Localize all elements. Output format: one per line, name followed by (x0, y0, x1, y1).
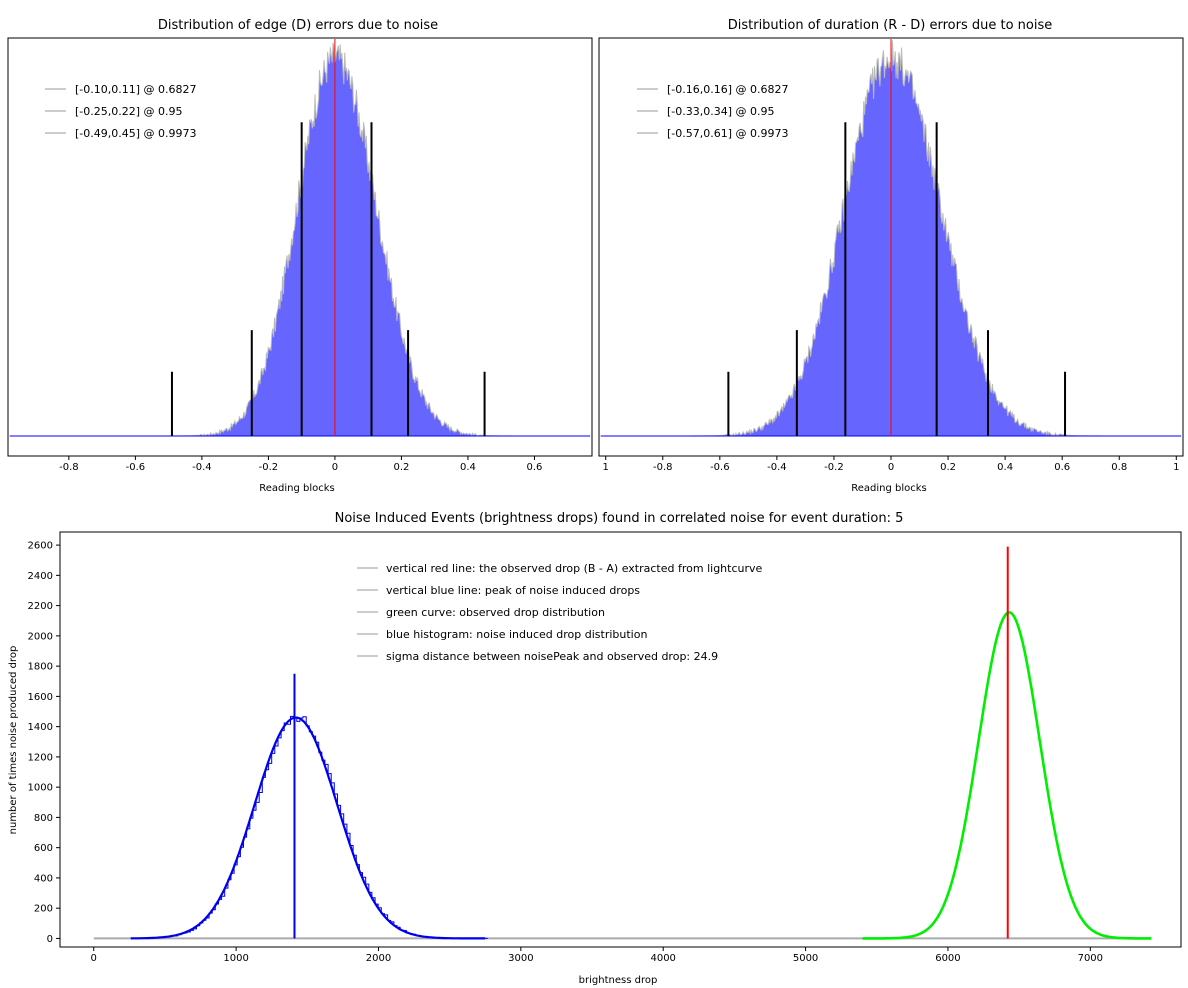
duration-chart-x-axis: 1 -0.8 -0.6 -0.4 -0.2 0 0.2 0.4 0.6 0.8 1 (603, 456, 1179, 473)
x-tick-label: -0.4 (767, 462, 787, 473)
noise-chart-y-axis: 0 200 400 600 800 1000 1200 1400 1600 1800 2000 220… (28, 541, 60, 945)
edge-chart-x-axis-label: Reading blocks (259, 483, 335, 494)
x-tick-label: -0.8 (59, 462, 79, 473)
noise-chart-frame (59, 531, 1182, 948)
noise-chart-y-axis-label: number of times noise produced drop (8, 646, 19, 835)
x-tick-label: 3000 (508, 953, 533, 964)
x-tick-label: 0 (332, 462, 338, 473)
x-tick-label: 1 (1173, 462, 1179, 473)
edge-error-chart: Distribution of edge (D) errors due to n… (7, 18, 593, 494)
x-tick-label: 1 (603, 462, 609, 473)
legend-entry: vertical red line: the observed drop (B … (386, 562, 763, 575)
x-tick-label: 7000 (1078, 953, 1103, 964)
y-tick-label: 1800 (28, 662, 53, 673)
noise-fit-curve (130, 716, 485, 940)
legend-entry: green curve: observed drop distribution (386, 606, 605, 619)
duration-chart-legend: [-0.16,0.16] @ 0.6827 [-0.33,0.34] @ 0.9… (637, 83, 789, 140)
noise-chart-legend: vertical red line: the observed drop (B … (357, 562, 763, 663)
x-tick-label: 0.6 (527, 462, 543, 473)
y-tick-label: 1200 (28, 752, 53, 763)
duration-chart-title: Distribution of duration (R - D) errors … (728, 18, 1053, 33)
noise-chart-title: Noise Induced Events (brightness drops) … (335, 511, 904, 526)
x-tick-label: 0.2 (940, 462, 956, 473)
y-tick-label: 2000 (28, 631, 53, 642)
y-tick-label: 1600 (28, 692, 53, 703)
y-tick-label: 0 (47, 934, 53, 945)
x-tick-label: 0.2 (393, 462, 409, 473)
x-tick-label: -0.8 (653, 462, 673, 473)
x-tick-label: 0 (888, 462, 894, 473)
legend-entry: vertical blue line: peak of noise induce… (386, 584, 640, 597)
x-tick-label: 6000 (935, 953, 960, 964)
x-tick-label: 2000 (366, 953, 391, 964)
edge-chart-x-axis: -0.8 -0.6 -0.4 -0.2 0 0.2 0.4 0.6 (59, 456, 542, 473)
x-tick-label: 0.6 (1054, 462, 1070, 473)
x-tick-label: -0.6 (126, 462, 146, 473)
duration-chart-plot-area (600, 39, 1182, 437)
x-tick-label: 0.4 (997, 462, 1013, 473)
y-tick-label: 400 (34, 873, 53, 884)
edge-chart-plot-area (9, 39, 591, 437)
x-tick-label: 4000 (650, 953, 675, 964)
legend-entry: [-0.16,0.16] @ 0.6827 (667, 83, 789, 96)
noise-chart-x-axis: 0 1000 2000 3000 4000 5000 6000 7000 (91, 947, 1103, 964)
x-tick-label: -0.2 (259, 462, 279, 473)
x-tick-label: 0 (91, 953, 97, 964)
legend-entry: [-0.10,0.11] @ 0.6827 (75, 83, 197, 96)
legend-entry: [-0.33,0.34] @ 0.95 (667, 105, 775, 118)
y-tick-label: 2400 (28, 571, 53, 582)
x-tick-label: -0.2 (824, 462, 844, 473)
noise-chart-x-axis-label: brightness drop (579, 975, 658, 986)
edge-chart-legend: [-0.10,0.11] @ 0.6827 [-0.25,0.22] @ 0.9… (45, 83, 197, 140)
legend-entry: [-0.49,0.45] @ 0.9973 (75, 127, 197, 140)
histogram-area (9, 42, 591, 436)
legend-entry: [-0.25,0.22] @ 0.95 (75, 105, 183, 118)
y-tick-label: 1000 (28, 783, 53, 794)
x-tick-label: -0.6 (710, 462, 730, 473)
legend-entry: blue histogram: noise induced drop distr… (386, 628, 647, 641)
edge-chart-title: Distribution of edge (D) errors due to n… (158, 18, 438, 33)
noise-chart-plot-area (93, 546, 1152, 940)
y-tick-label: 1400 (28, 722, 53, 733)
noise-events-chart: Noise Induced Events (brightness drops) … (8, 511, 1182, 986)
legend-entry: sigma distance between noisePeak and obs… (386, 650, 718, 663)
y-tick-label: 200 (34, 904, 53, 915)
x-tick-label: 5000 (793, 953, 818, 964)
y-tick-label: 800 (34, 813, 53, 824)
legend-entry: [-0.57,0.61] @ 0.9973 (667, 127, 789, 140)
y-tick-label: 2600 (28, 541, 53, 552)
duration-error-chart: Distribution of duration (R - D) errors … (598, 18, 1184, 494)
y-tick-label: 2200 (28, 601, 53, 612)
x-tick-label: 1000 (223, 953, 248, 964)
duration-chart-x-axis-label: Reading blocks (851, 483, 927, 494)
y-tick-label: 600 (34, 843, 53, 854)
x-tick-label: 0.8 (1111, 462, 1127, 473)
x-tick-label: 0.4 (460, 462, 476, 473)
x-tick-label: -0.4 (192, 462, 212, 473)
